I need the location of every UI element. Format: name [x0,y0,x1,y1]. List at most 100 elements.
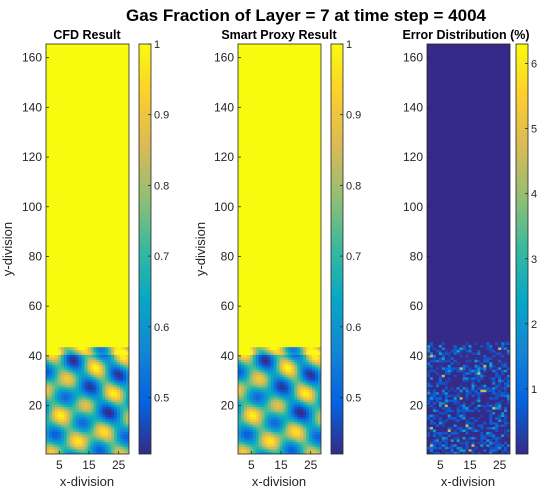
heatmap-cell [267,396,271,400]
heatmap-cell [276,406,280,410]
heatmap-cell [267,354,271,358]
heatmap-cell [291,369,295,373]
heatmap-cell [285,426,289,430]
heatmap-cell [427,367,431,370]
heatmap-cell [438,431,443,435]
heatmap-cell [312,389,316,393]
heatmap-cell [273,444,277,447]
heatmap-cell [120,406,124,410]
heatmap-cell [309,399,313,403]
heatmap-cell [48,446,53,450]
heatmap-cell [105,352,109,355]
heatmap-cell [51,401,56,405]
heatmap-cell [477,367,481,370]
heatmap-cell [114,439,118,442]
heatmap-cell [246,349,251,353]
heatmap-cell [495,357,499,360]
heatmap-cell [78,404,82,408]
heatmap-cell [444,439,449,442]
heatmap-cell [462,381,466,385]
heatmap-cell [471,376,475,380]
heatmap-cell [297,439,301,442]
heatmap-cell [96,399,100,403]
heatmap-cell [312,411,316,415]
heatmap-cell [264,421,268,425]
heatmap-cell [81,367,85,370]
heatmap-cell [108,401,112,405]
heatmap-cell [438,381,443,385]
heatmap-cell [57,394,62,398]
heatmap-cell [309,391,313,395]
heatmap-cell [63,424,68,427]
heatmap-cell [288,359,292,363]
heatmap-cell [459,342,463,345]
heatmap-cell [264,359,268,363]
heatmap-cell [291,367,295,370]
heatmap-cell [459,406,463,410]
heatmap-cell [258,369,263,373]
heatmap-cell [465,364,469,368]
heatmap-cell [90,419,94,422]
heatmap-cell [447,391,452,395]
heatmap-cell [468,354,472,358]
heatmap-cell [246,384,251,388]
heatmap-cell [429,446,434,450]
heatmap-cell [507,416,510,420]
heatmap-cell [99,431,103,435]
heatmap-cell [303,449,307,452]
heatmap-cell [309,347,313,350]
heatmap-cell [78,401,82,405]
heatmap-cell [294,379,298,383]
heatmap-cell [57,444,62,447]
heatmap-cell [303,406,307,410]
heatmap-cell [51,451,56,454]
heatmap-cell [111,352,115,355]
heatmap-cell [438,376,443,380]
heatmap-cell [459,359,463,363]
heatmap-cell [432,391,437,395]
heatmap-cell [429,394,434,398]
x-tick-label: 25 [304,458,318,472]
heatmap-cell [432,372,437,375]
heatmap-cell [492,369,496,373]
heatmap-cell [453,376,457,380]
heatmap-cell [48,394,53,398]
heatmap-cell [465,352,469,355]
heatmap-cell [435,357,440,360]
heatmap-cell [114,372,118,375]
heatmap-cell [474,431,478,435]
heatmap-cell [504,367,508,370]
heatmap-cell [102,444,106,447]
heatmap-cell [264,401,268,405]
heatmap-cell [63,441,68,445]
heatmap-cell [99,424,103,427]
heatmap-cell [96,414,100,418]
heatmap-cell [489,411,493,415]
heatmap-cell [303,451,307,454]
heatmap-cell [102,369,106,373]
heatmap-cell [252,426,257,430]
heatmap-cell [57,411,62,415]
heatmap-cell [90,359,94,363]
heatmap-cell [495,401,499,405]
heatmap-cell [270,386,274,390]
heatmap-cell [456,434,460,437]
heatmap-cell [51,369,56,373]
heatmap-cell [297,416,301,420]
heatmap-cell [438,414,443,418]
heatmap-cell [126,431,129,435]
heatmap-cell [486,369,490,373]
heatmap-cell [75,446,79,450]
heatmap-cell [507,431,510,435]
heatmap-cell [306,399,310,403]
heatmap-cell [453,446,457,450]
heatmap-cell [123,441,127,445]
heatmap-cell [438,359,443,363]
heatmap-cell [105,414,109,418]
heatmap-cell [438,436,443,440]
heatmap-cell [78,414,82,418]
heatmap-cell [462,379,466,383]
heatmap-cell [108,409,112,413]
plot-frame [237,43,322,455]
heatmap-cell [81,444,85,447]
